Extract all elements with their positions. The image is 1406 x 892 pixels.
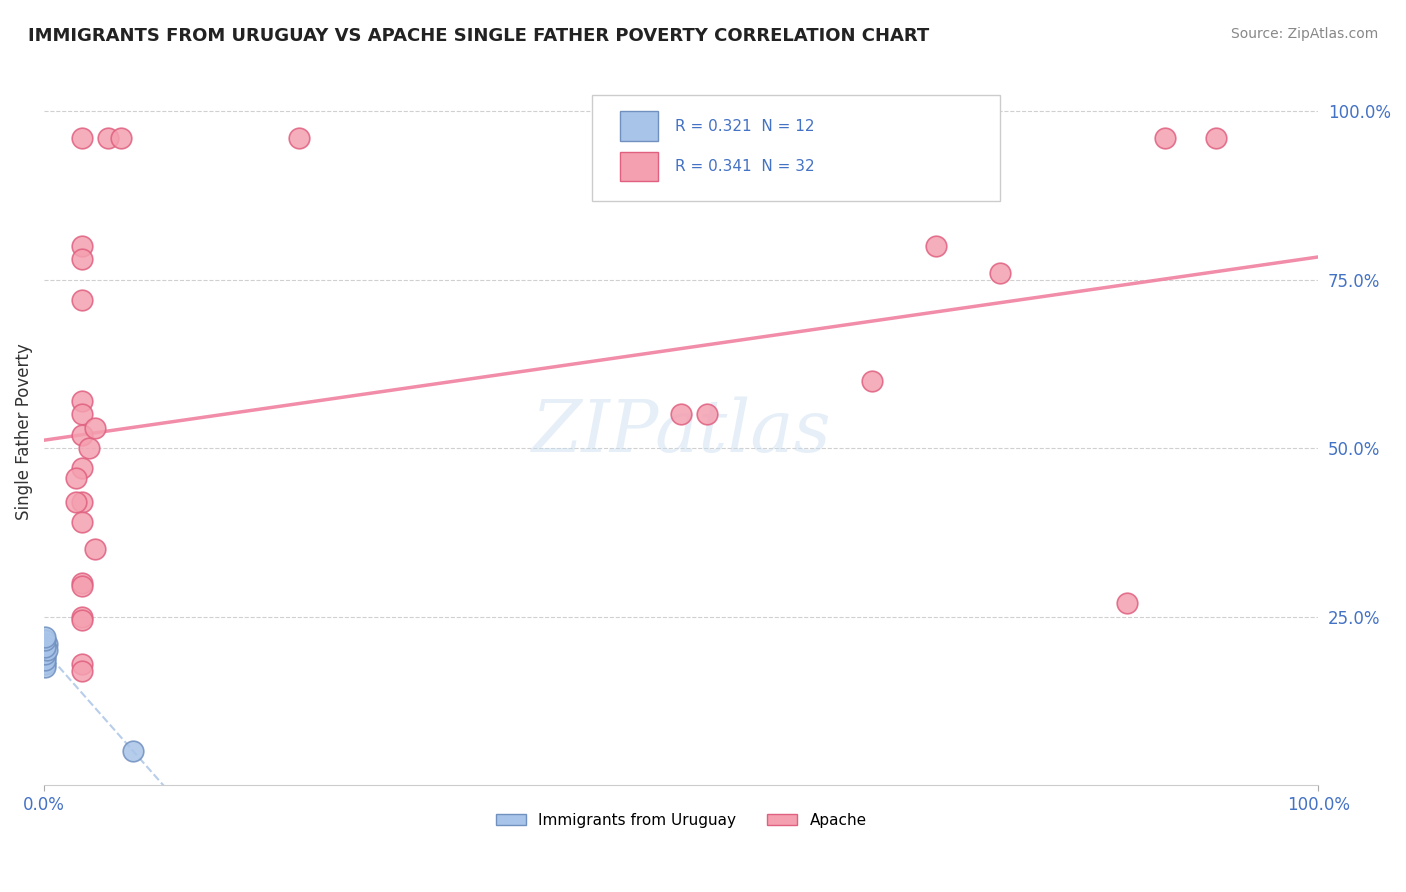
- Text: R = 0.341  N = 32: R = 0.341 N = 32: [675, 159, 814, 174]
- Point: [34, 640, 56, 654]
- Text: Source: ZipAtlas.com: Source: ZipAtlas.com: [1230, 27, 1378, 41]
- Point: [72, 408, 94, 422]
- Point: [110, 131, 132, 145]
- Point: [72, 393, 94, 408]
- Point: [65, 471, 87, 485]
- Point: [34, 633, 56, 648]
- Point: [34, 643, 56, 657]
- Point: [72, 461, 94, 475]
- Point: [72, 657, 94, 671]
- Point: [72, 427, 94, 442]
- FancyBboxPatch shape: [592, 95, 1000, 202]
- Point: [34, 660, 56, 674]
- Point: [84, 542, 107, 557]
- Point: [925, 239, 948, 253]
- Text: ZIPatlas: ZIPatlas: [531, 396, 831, 467]
- Point: [288, 131, 311, 145]
- Point: [77, 441, 100, 455]
- Point: [97, 131, 120, 145]
- Point: [72, 579, 94, 593]
- Point: [72, 515, 94, 529]
- FancyBboxPatch shape: [620, 112, 658, 141]
- Point: [72, 131, 94, 145]
- Point: [35, 636, 58, 650]
- Point: [34, 630, 56, 644]
- Point: [34, 653, 56, 667]
- Point: [35, 643, 58, 657]
- Text: IMMIGRANTS FROM URUGUAY VS APACHE SINGLE FATHER POVERTY CORRELATION CHART: IMMIGRANTS FROM URUGUAY VS APACHE SINGLE…: [28, 27, 929, 45]
- Point: [72, 609, 94, 624]
- Text: R = 0.321  N = 12: R = 0.321 N = 12: [675, 119, 814, 134]
- Point: [860, 374, 883, 388]
- Point: [72, 613, 94, 627]
- FancyBboxPatch shape: [620, 152, 658, 181]
- Point: [669, 408, 692, 422]
- Point: [72, 252, 94, 267]
- Point: [1154, 131, 1177, 145]
- Y-axis label: Single Father Poverty: Single Father Poverty: [15, 343, 32, 520]
- Point: [72, 495, 94, 509]
- Point: [34, 657, 56, 671]
- Point: [1205, 131, 1227, 145]
- Point: [696, 408, 718, 422]
- Point: [34, 650, 56, 665]
- Point: [1116, 596, 1139, 610]
- Point: [72, 664, 94, 678]
- Point: [122, 744, 145, 758]
- Legend: Immigrants from Uruguay, Apache: Immigrants from Uruguay, Apache: [489, 807, 873, 834]
- Point: [72, 575, 94, 590]
- Point: [988, 266, 1011, 280]
- Point: [65, 495, 87, 509]
- Point: [34, 647, 56, 661]
- Point: [72, 293, 94, 307]
- Point: [84, 421, 107, 435]
- Point: [72, 239, 94, 253]
